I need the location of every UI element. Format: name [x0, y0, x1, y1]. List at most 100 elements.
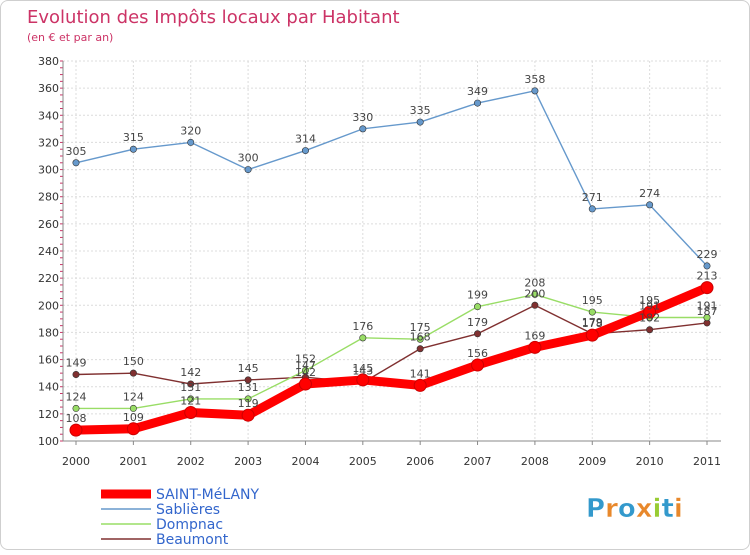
data-label: 178 — [582, 317, 603, 330]
data-label: 199 — [467, 289, 488, 302]
data-label: 169 — [524, 329, 545, 342]
y-tick-label: 120 — [38, 408, 59, 421]
brand-text: Proxiti — [586, 494, 683, 524]
data-point — [129, 404, 137, 412]
brand-letter: r — [605, 494, 618, 524]
brand-letter: i — [653, 494, 662, 524]
x-tick-label: 2003 — [234, 455, 262, 468]
proxiti-logo: Proxiti — [586, 494, 683, 525]
y-tick-label: 380 — [38, 55, 59, 68]
data-point — [531, 290, 539, 298]
x-tick-label: 2001 — [119, 455, 147, 468]
y-tick-label: 260 — [38, 218, 59, 231]
y-tick-label: 160 — [38, 354, 59, 367]
data-label: 305 — [66, 145, 87, 158]
y-tick-label: 340 — [38, 109, 59, 122]
data-point — [244, 395, 252, 403]
data-label: 191 — [639, 300, 660, 313]
data-point — [646, 326, 654, 334]
data-label: 358 — [524, 73, 545, 86]
data-label: 156 — [467, 347, 488, 360]
data-label: 108 — [66, 412, 87, 425]
x-tick-label: 2005 — [349, 455, 377, 468]
data-point — [244, 166, 252, 174]
data-label: 149 — [66, 357, 87, 370]
series-line — [75, 90, 708, 267]
data-point — [129, 369, 137, 377]
y-tick-label: 100 — [38, 435, 59, 448]
data-label: 176 — [352, 320, 373, 333]
data-label: 124 — [66, 390, 87, 403]
legend-label: Beaumont — [156, 532, 229, 548]
data-point — [359, 125, 367, 133]
data-label: 109 — [123, 411, 144, 424]
data-label: 150 — [123, 355, 144, 368]
data-point — [72, 404, 80, 412]
data-label: 152 — [295, 352, 316, 365]
data-label: 208 — [524, 276, 545, 289]
data-point — [646, 201, 654, 209]
data-point — [703, 313, 711, 321]
brand-letter: x — [636, 494, 653, 524]
data-label: 142 — [295, 366, 316, 379]
y-tick-label: 200 — [38, 299, 59, 312]
legend-label: SAINT-MéLANY — [156, 487, 260, 503]
brand-letter: t — [661, 494, 673, 524]
data-point — [72, 370, 80, 378]
data-point — [588, 205, 596, 213]
data-label: 131 — [238, 381, 259, 394]
data-point — [301, 147, 309, 155]
data-point — [359, 334, 367, 342]
data-label: 182 — [639, 312, 660, 325]
data-label: 179 — [582, 316, 603, 329]
brand-letter: o — [618, 494, 636, 524]
legend-item: Dompnac — [101, 517, 223, 533]
data-label: 335 — [410, 104, 431, 117]
legend-item: Sablières — [101, 502, 220, 518]
data-point — [126, 422, 140, 436]
y-tick-label: 280 — [38, 191, 59, 204]
data-point — [301, 366, 309, 374]
axes: 100 120 140 160 180 200 220 240 260 280 300 320 340 3… — [38, 55, 721, 468]
data-label: 229 — [697, 248, 718, 261]
data-label: 175 — [410, 321, 431, 334]
data-point — [643, 305, 657, 319]
data-point — [416, 345, 424, 353]
data-label: 119 — [238, 397, 259, 410]
data-label: 320 — [180, 124, 201, 137]
data-label: 121 — [180, 395, 201, 408]
brand-letter: i — [674, 494, 683, 524]
x-tick-label: 2011 — [693, 455, 721, 468]
data-label: 147 — [295, 359, 316, 372]
data-label: 213 — [697, 270, 718, 283]
data-label: 187 — [697, 305, 718, 318]
x-tick-label: 2004 — [291, 455, 319, 468]
y-tick-label: 320 — [38, 136, 59, 149]
legend-item: Beaumont — [101, 532, 229, 548]
series-dompnac — [72, 290, 711, 412]
data-point — [187, 395, 195, 403]
x-tick-label: 2010 — [636, 455, 664, 468]
data-point — [703, 262, 711, 270]
data-point — [474, 99, 482, 107]
series-line — [75, 293, 708, 410]
data-point — [356, 373, 370, 387]
data-point — [474, 303, 482, 311]
data-point — [129, 145, 137, 153]
data-label: 124 — [123, 390, 144, 403]
legend-label: Dompnac — [156, 517, 223, 533]
y-tick-label: 140 — [38, 381, 59, 394]
data-label: 274 — [639, 187, 660, 200]
data-label: 315 — [123, 131, 144, 144]
data-point — [416, 335, 424, 343]
data-label: 168 — [410, 331, 431, 344]
data-label: 145 — [238, 362, 259, 375]
data-point — [585, 328, 599, 342]
x-tick-label: 2000 — [62, 455, 90, 468]
data-point — [531, 87, 539, 95]
y-tick-label: 360 — [38, 82, 59, 95]
x-tick-label: 2008 — [521, 455, 549, 468]
series-line — [71, 283, 712, 435]
